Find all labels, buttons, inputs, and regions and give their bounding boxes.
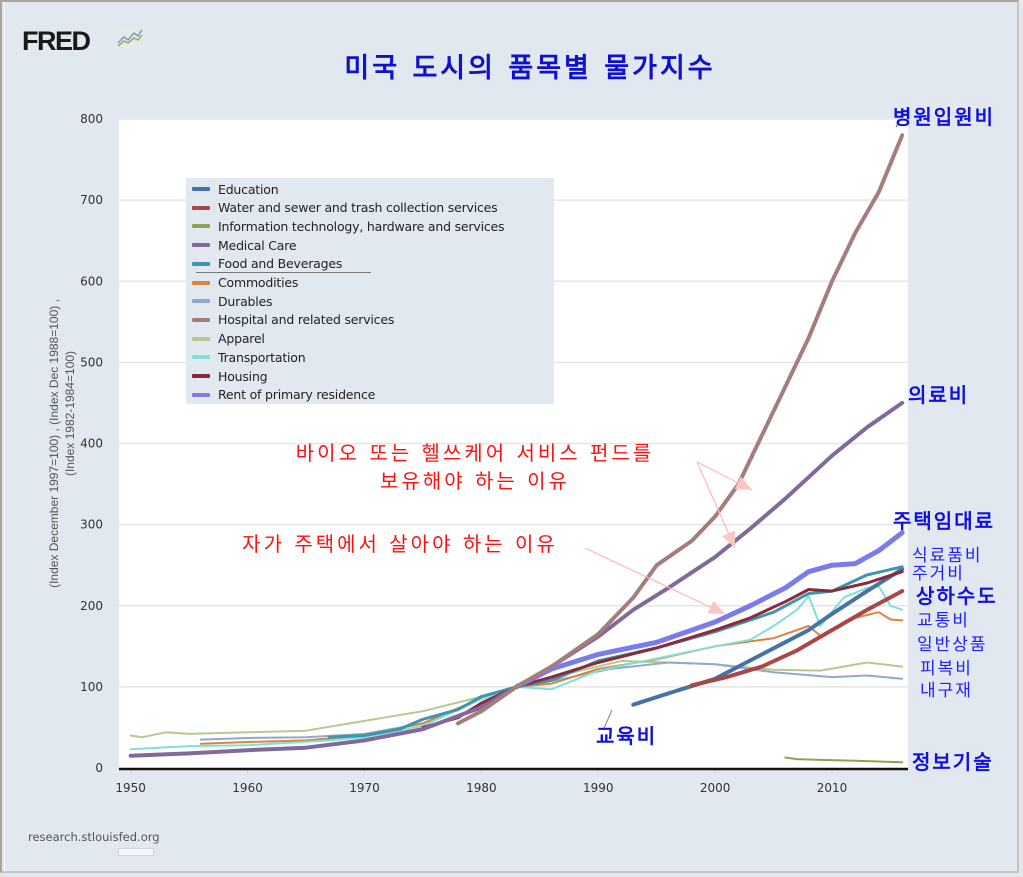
- annotation-education: 교육비: [596, 724, 658, 748]
- annotation-arrows: [584, 119, 901, 729]
- x-axis-ticks: 1950 1960 1970 1980 1990 2000 2010: [115, 768, 847, 795]
- y-axis-label-line1: (Index December 1997=100) , (Index Dec 1…: [47, 299, 61, 588]
- legend-label: Apparel: [218, 331, 265, 347]
- series-line-hospital-and-related-services: [456, 133, 905, 726]
- legend-swatch: [192, 205, 210, 210]
- legend-label: Durables: [218, 293, 273, 309]
- arrow-to-rent-head: [707, 600, 725, 614]
- y-tick-label: 700: [80, 193, 103, 207]
- legend-item[interactable]: Apparel: [192, 330, 265, 348]
- y-tick-label: 0: [95, 761, 103, 775]
- legend-swatch: [192, 317, 210, 322]
- chart-legend: Education Water and sewer and trash colle…: [186, 178, 554, 404]
- series-line-information-technology-hardware-and-services: [784, 756, 904, 764]
- legend-item[interactable]: Food and Beverages: [192, 255, 342, 273]
- arrow-to-rent: [584, 547, 726, 615]
- legend-label: Information technology, hardware and ser…: [218, 218, 505, 234]
- x-tick-label: 2000: [700, 781, 731, 795]
- y-tick-label: 100: [80, 680, 103, 694]
- y-axis-ticks: 0 100 200 300 400 500 600 700 800: [80, 112, 103, 775]
- annotation-it: 정보기술: [912, 750, 994, 774]
- annotation-transport: 교통비: [917, 611, 970, 631]
- x-tick-label: 1990: [583, 781, 614, 795]
- legend-swatch: [192, 187, 210, 191]
- legend-swatch: [192, 355, 210, 360]
- legend-item[interactable]: Hospital and related services: [192, 311, 394, 329]
- source-link[interactable]: research.stlouisfed.org: [28, 830, 160, 844]
- legend-label: Medical Care: [218, 237, 297, 253]
- x-tick-label: 2010: [817, 781, 848, 795]
- annotation-housing: 주거비: [912, 564, 965, 584]
- fred-chart-icon: [116, 27, 144, 49]
- legend-item[interactable]: Education: [192, 180, 279, 198]
- legend-label: Water and sewer and trash collection ser…: [218, 200, 498, 216]
- annotation-medical: 의료비: [908, 383, 970, 407]
- source-widget: [118, 848, 154, 856]
- legend-item[interactable]: Medical Care: [192, 236, 297, 254]
- annotation-health-fund-line2: 보유해야 하는 이유: [380, 469, 570, 493]
- x-tick-label: 1960: [232, 781, 263, 795]
- window-inner-border: [4, 2, 1017, 872]
- arrow-to-medical-head: [722, 530, 735, 548]
- legend-item[interactable]: Commodities: [192, 274, 298, 292]
- y-tick-label: 800: [80, 112, 103, 126]
- y-tick-label: 600: [80, 274, 103, 288]
- x-tick-label: 1950: [115, 781, 146, 795]
- legend-swatch: [192, 280, 210, 285]
- legend-item[interactable]: Information technology, hardware and ser…: [192, 217, 505, 235]
- legend-item[interactable]: Durables: [192, 292, 273, 310]
- series-lines: [128, 133, 905, 764]
- annotation-rent: 주택임대료: [893, 509, 995, 533]
- annotation-durables: 내구재: [920, 681, 973, 701]
- series-line-water-and-sewer-and-trash-collection-services: [689, 589, 905, 688]
- legend-item[interactable]: Transportation: [192, 348, 306, 366]
- legend-label: Transportation: [218, 349, 306, 365]
- legend-label: Commodities: [218, 275, 299, 290]
- chart-title: 미국 도시의 품목별 물가지수: [344, 53, 716, 84]
- x-tick-label: 1970: [349, 781, 380, 795]
- legend-label: Education: [218, 181, 279, 197]
- legend-item[interactable]: Water and sewer and trash collection ser…: [192, 199, 498, 217]
- y-tick-label: 200: [80, 599, 103, 613]
- y-tick-label: 400: [80, 437, 103, 451]
- legend-item[interactable]: Housing: [192, 367, 268, 385]
- x-tick-label: 1980: [466, 781, 497, 795]
- legend-swatch: [192, 374, 210, 378]
- series-line-rent-of-primary-residence: [513, 530, 905, 690]
- legend-swatch: [192, 299, 210, 304]
- series-line-durables: [199, 661, 904, 741]
- annotation-water: 상하수도: [916, 584, 998, 608]
- legend-label: Housing: [218, 368, 268, 384]
- annotation-food: 식료품비: [912, 546, 983, 566]
- annotation-hospital: 병원입원비: [893, 105, 995, 129]
- legend-label: Hospital and related services: [218, 312, 395, 328]
- legend-swatch: [192, 336, 210, 341]
- annotation-apparel: 피복비: [920, 659, 973, 679]
- legend-divider: [196, 272, 371, 273]
- annotation-health-fund-line1: 바이오 또는 헬쓰케어 서비스 펀드를: [295, 441, 655, 465]
- leader-hospital: [895, 119, 901, 128]
- y-axis-label-line2: (Index 1982-1984=100): [63, 351, 77, 476]
- annotation-commodities: 일반상품: [917, 635, 988, 655]
- y-tick-label: 300: [80, 518, 103, 532]
- legend-swatch: [192, 261, 210, 266]
- legend-swatch: [192, 243, 210, 248]
- arrow-to-hospital-head: [734, 476, 752, 490]
- annotation-own-home: 자가 주택에서 살아야 하는 이유: [242, 532, 558, 556]
- legend-label: Food and Beverages: [218, 256, 343, 272]
- legend-swatch: [192, 392, 210, 397]
- leader-education: [603, 709, 613, 729]
- legend-item[interactable]: Rent of primary residence: [192, 386, 375, 404]
- y-tick-label: 500: [80, 355, 103, 369]
- series-line-education: [631, 567, 905, 707]
- legend-label: Rent of primary residence: [218, 387, 376, 403]
- fred-logo[interactable]: FRED: [22, 26, 91, 56]
- series-line-transportation: [129, 585, 904, 751]
- legend-swatch: [192, 224, 210, 229]
- series-line-housing: [421, 570, 904, 729]
